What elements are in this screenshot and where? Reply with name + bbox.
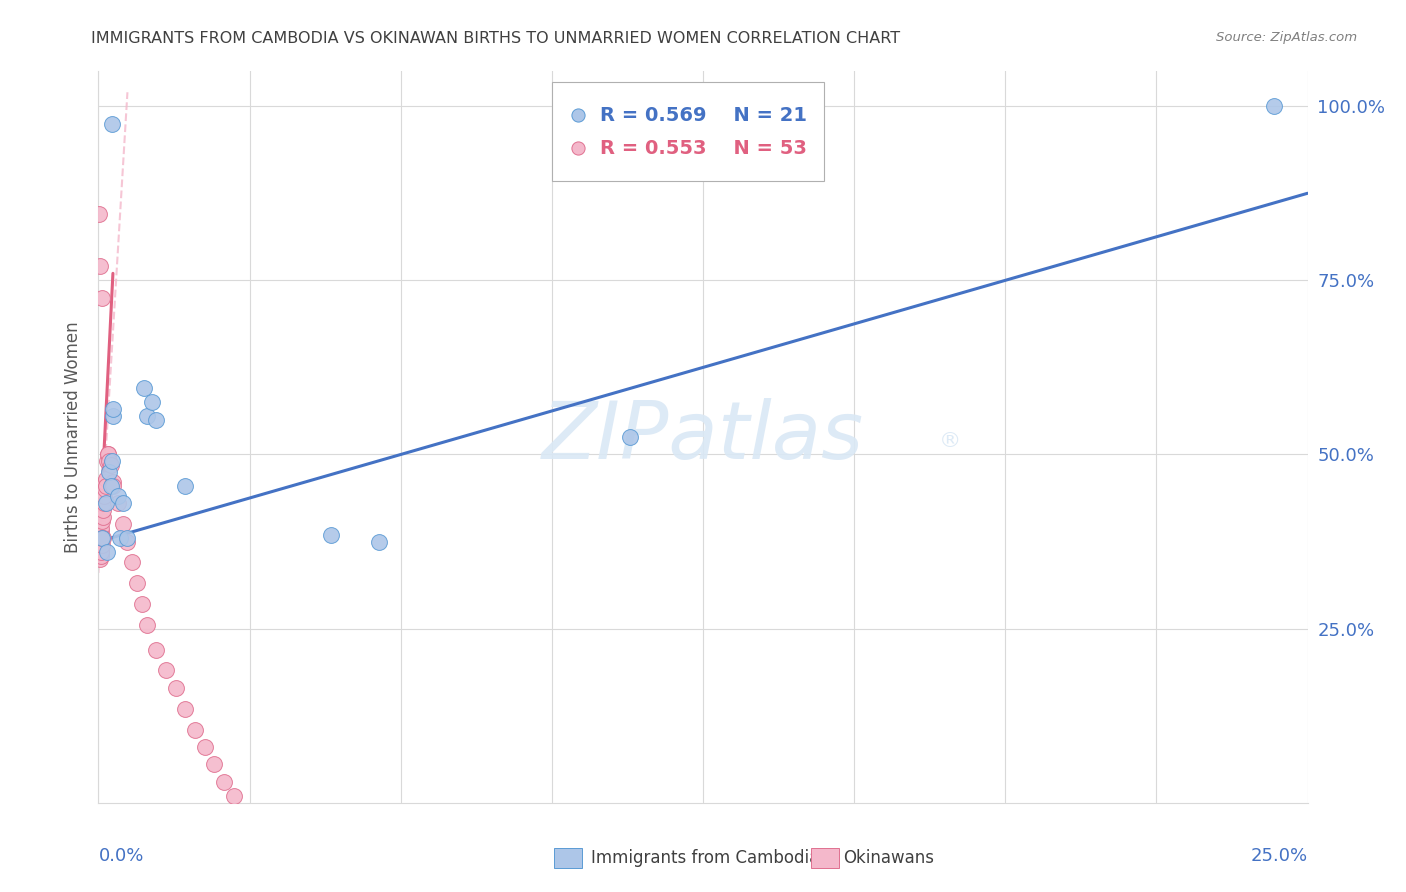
Point <box>94 475 117 490</box>
Point <box>90 521 112 535</box>
Point <box>319 527 342 541</box>
Point <box>89 534 111 549</box>
Point <box>101 479 124 493</box>
Point <box>204 757 226 772</box>
Point <box>101 409 124 424</box>
Point <box>91 510 114 524</box>
Point <box>194 740 217 755</box>
Point <box>111 517 134 532</box>
Point <box>121 556 143 570</box>
Point <box>89 534 111 549</box>
Point <box>134 381 156 395</box>
Point <box>108 531 131 545</box>
Point <box>145 642 167 657</box>
Point <box>93 489 115 503</box>
Text: Source: ZipAtlas.com: Source: ZipAtlas.com <box>1216 31 1357 45</box>
Point <box>131 597 153 611</box>
Point <box>100 479 122 493</box>
Point <box>89 545 111 559</box>
Point <box>89 549 111 563</box>
FancyBboxPatch shape <box>551 82 824 181</box>
Point <box>89 527 111 541</box>
Text: R = 0.553    N = 53: R = 0.553 N = 53 <box>600 138 807 158</box>
Point <box>90 531 112 545</box>
Point <box>619 430 641 444</box>
Point <box>107 489 129 503</box>
Point <box>89 538 111 552</box>
Y-axis label: Births to Unmarried Women: Births to Unmarried Women <box>63 321 82 553</box>
Point <box>89 534 111 549</box>
Point <box>184 723 207 737</box>
Point <box>1263 99 1285 113</box>
Point <box>89 531 111 545</box>
Point <box>127 576 149 591</box>
Point <box>97 448 120 462</box>
Point <box>96 479 118 493</box>
Point <box>212 775 235 789</box>
Text: Immigrants from Cambodia: Immigrants from Cambodia <box>591 849 818 867</box>
Point <box>141 395 163 409</box>
Text: IMMIGRANTS FROM CAMBODIA VS OKINAWAN BIRTHS TO UNMARRIED WOMEN CORRELATION CHART: IMMIGRANTS FROM CAMBODIA VS OKINAWAN BIR… <box>91 31 900 46</box>
Point <box>90 549 112 563</box>
Point <box>96 454 118 468</box>
Point <box>90 545 112 559</box>
Point <box>90 524 112 538</box>
Text: R = 0.569    N = 21: R = 0.569 N = 21 <box>600 106 807 125</box>
Point <box>101 475 124 490</box>
Point <box>117 534 139 549</box>
Point <box>117 531 139 545</box>
Point <box>91 531 114 545</box>
Point <box>100 458 122 472</box>
Point <box>107 496 129 510</box>
Point <box>89 549 111 563</box>
Point <box>91 503 114 517</box>
Point <box>93 483 115 497</box>
Point <box>91 531 114 545</box>
Point <box>90 514 112 528</box>
Point <box>101 454 124 468</box>
Point <box>89 260 111 274</box>
Point <box>89 531 111 545</box>
Point <box>89 552 111 566</box>
Point <box>97 448 120 462</box>
Point <box>368 534 391 549</box>
Point <box>90 538 112 552</box>
Text: 0.0%: 0.0% <box>98 847 143 864</box>
Point <box>96 545 118 559</box>
Text: ZIPatlas: ZIPatlas <box>541 398 865 476</box>
Point <box>101 402 124 417</box>
Point <box>91 531 114 545</box>
Point <box>90 291 112 305</box>
Point <box>111 496 134 510</box>
Point <box>222 789 245 803</box>
Point <box>94 496 117 510</box>
Point <box>174 479 197 493</box>
Point <box>89 207 111 221</box>
Text: 25.0%: 25.0% <box>1250 847 1308 864</box>
Text: ®: ® <box>939 431 962 450</box>
Point <box>135 618 157 632</box>
Point <box>135 409 157 424</box>
Point <box>145 412 167 426</box>
Point <box>165 681 187 695</box>
Text: Okinawans: Okinawans <box>844 849 935 867</box>
Point <box>89 538 111 552</box>
Point <box>93 496 115 510</box>
Point <box>94 472 117 486</box>
Point <box>98 465 121 479</box>
Point <box>155 664 177 678</box>
Point <box>101 117 124 131</box>
Point <box>174 702 197 716</box>
Point <box>90 545 112 559</box>
Point <box>98 454 121 468</box>
